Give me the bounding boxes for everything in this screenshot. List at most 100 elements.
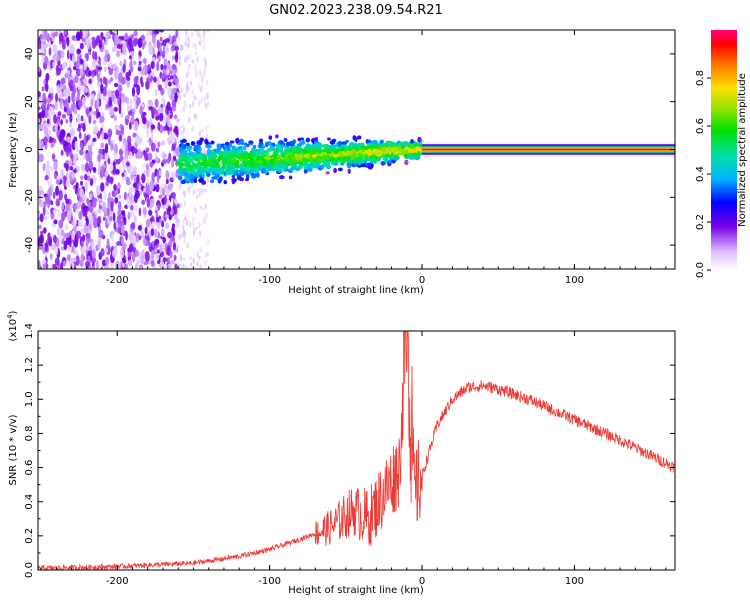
spectrogram-cell <box>207 154 213 158</box>
spectrogram-cell <box>98 148 104 155</box>
spectrogram-cell <box>89 205 93 214</box>
spectrogram-cell <box>379 139 384 144</box>
spectrogram-cell <box>184 163 189 167</box>
spectrogram-cell <box>54 123 58 133</box>
spectrogram-cell <box>167 183 173 191</box>
spectrogram-cell <box>133 30 138 37</box>
spectrogram-cell <box>85 218 89 227</box>
spectrogram-cell <box>171 132 176 138</box>
spectrogram-cell <box>310 149 316 156</box>
spectrogram-cell <box>112 212 116 223</box>
spectrogram-cell <box>79 148 84 156</box>
spectrogram-cell <box>99 115 105 123</box>
spectrogram-cell <box>39 213 44 223</box>
spectrogram-cell <box>177 137 180 144</box>
snr-series-line <box>38 331 675 570</box>
spectrogram-cell <box>382 156 388 162</box>
spectrogram-cell <box>44 55 49 65</box>
spectrogram-cell <box>82 234 86 242</box>
spectrogram-cell <box>179 146 184 152</box>
spectrogram-cell <box>113 82 119 88</box>
spectrogram-cell <box>151 33 157 44</box>
spectrogram-cell <box>186 84 189 91</box>
spectrogram-cell <box>205 125 208 131</box>
spectrogram-cell <box>105 31 111 38</box>
spectrogram-cell <box>325 171 330 175</box>
spectrogram-cell <box>288 175 293 180</box>
spectrogram-cell <box>191 189 195 197</box>
spectrogram-cell <box>176 203 180 209</box>
spectrogram-cell <box>321 154 326 159</box>
spectrogram-cell <box>181 133 185 138</box>
spectrogram-cell <box>183 99 186 107</box>
spectrogram-cell <box>261 158 267 164</box>
spectrogram-cell <box>143 57 147 65</box>
spectrogram-cell <box>48 236 53 247</box>
spectrogram-cell <box>161 203 166 210</box>
spectrogram-cell <box>229 140 235 144</box>
spectrogram-cell <box>91 248 96 259</box>
spectrogram-cell <box>86 38 90 49</box>
spectrogram-cell <box>96 208 101 214</box>
spectrogram-cell <box>410 138 414 144</box>
spectrogram-cell <box>79 228 85 235</box>
spectrogram-cell <box>155 184 160 193</box>
spectrogram-cell <box>182 224 185 232</box>
spectrogram-cell <box>71 230 76 241</box>
spectrogram-cell <box>192 257 195 265</box>
spectrogram-cell <box>178 154 182 159</box>
spectrogram-cell <box>409 144 415 149</box>
colorbar-gradient <box>711 30 737 270</box>
spectrogram-cell <box>149 179 155 191</box>
spectrogram-cell <box>206 239 210 246</box>
spectrogram-cell <box>150 142 156 152</box>
spectrogram-cell <box>225 170 230 176</box>
spectrogram-cell <box>288 140 295 147</box>
spectrogram-cell <box>171 191 176 199</box>
spectrogram-cell <box>58 189 63 201</box>
spectrogram-cell <box>38 243 43 251</box>
spectrogram-cell <box>73 75 79 84</box>
spectrogram-cell <box>61 102 65 110</box>
spectrogram-cell <box>142 65 146 76</box>
spectrogram-cell <box>116 215 122 224</box>
spectrogram-cell <box>38 42 42 50</box>
spectrogram-cell <box>182 190 186 196</box>
spectrogram-cell <box>96 131 101 139</box>
spectrogram-cell <box>73 96 79 102</box>
spectrogram-cell <box>188 62 191 70</box>
spectrogram-cell <box>172 241 177 251</box>
spectrogram-cell <box>244 178 249 182</box>
spectrogram-cell <box>111 233 115 242</box>
spectrogram-cell <box>90 140 95 147</box>
spectrogram-cell <box>167 205 172 213</box>
spectrogram-cell <box>165 257 168 263</box>
spectrogram-cell <box>185 172 191 178</box>
spectrogram-cell <box>115 124 119 130</box>
snr-axes: -200 -100 0 100 0.0 0.2 0.4 0.6 0.8 1.0 1.2 1.4 <box>24 323 675 587</box>
spectrogram-cell <box>83 30 88 38</box>
spectrogram-cell <box>388 159 393 164</box>
spectrogram-cell <box>139 265 143 269</box>
spectrogram-cell <box>189 262 193 267</box>
spectrogram-cell <box>181 138 187 144</box>
spectrogram-cell <box>45 160 50 172</box>
spectrogram-cell <box>107 128 113 138</box>
spectrogram-cell <box>198 221 201 229</box>
spectrogram-cell <box>338 150 344 157</box>
snr-multiplier-exp: 4 <box>6 314 14 319</box>
spectrogram-cell <box>209 179 215 184</box>
spectrogram-cell <box>162 39 167 46</box>
spectrogram-cell <box>151 172 155 182</box>
spectrogram-cell <box>203 30 206 35</box>
spectrogram-cell <box>146 131 150 138</box>
spectrogram-cell <box>56 228 61 236</box>
spectrogram-cell <box>154 248 158 253</box>
spectrogram-cell <box>119 60 123 67</box>
spectrogram-cell <box>234 170 238 175</box>
spectrogram-cell <box>88 245 92 252</box>
spectrogram-cell <box>88 223 93 231</box>
spectrogram-cell <box>124 191 127 201</box>
spectrogram-cell <box>131 222 136 230</box>
spectrogram-cell <box>91 113 96 120</box>
